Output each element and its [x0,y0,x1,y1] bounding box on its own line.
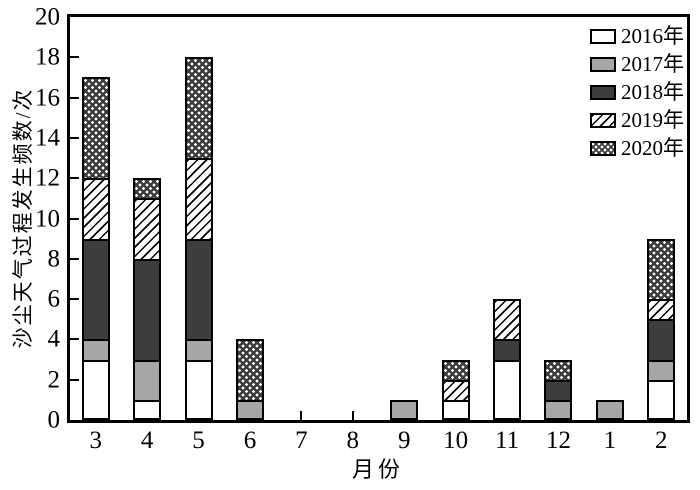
bar-month-5-2020年 [184,57,213,161]
x-tick-label-9: 9 [397,427,411,454]
plot-area [67,14,690,423]
bar-month-4-2016年 [133,399,162,420]
bar-month-12-2018年 [544,379,573,402]
x-tick-label-6: 6 [243,427,257,454]
bar-month-2-2017年 [647,359,676,382]
bar-month-11-2019年 [493,299,522,342]
bar-month-10-2020年 [441,359,470,382]
bar-month-4-2017年 [133,359,162,402]
bar-month-3-2019年 [81,178,110,241]
bar-month-12-2020年 [544,359,573,382]
bar-month-2-2020年 [647,238,676,302]
legend-swatch-2019年 [590,112,616,128]
bar-month-2-2018年 [647,319,676,362]
x-tick-label-12: 12 [545,427,571,454]
y-tick-mark [70,298,79,301]
y-tick-label-6: 6 [47,285,61,313]
y-tick-mark [70,217,79,220]
x-tick-mark [351,411,354,420]
y-tick-mark [70,56,79,59]
legend: 2016年 2017年 2018年 2019年 2020年 [590,22,684,162]
legend-entry-2020年: 2020年 [590,134,684,162]
x-axis-label: 月份 [351,457,405,482]
y-tick-label-20: 20 [35,3,60,31]
y-tick-label-0: 0 [47,406,61,434]
y-tick-label-4: 4 [47,325,61,353]
x-tick-label-2: 2 [655,427,668,454]
y-tick-mark [70,257,79,260]
x-tick-label-7: 7 [295,427,308,454]
legend-swatch-2018年 [590,84,616,100]
legend-entry-2017年: 2017年 [590,50,684,78]
y-tick-label-8: 8 [47,245,61,273]
bar-month-11-2018年 [493,339,522,362]
bar-month-3-2018年 [81,238,110,342]
legend-entry-2016年: 2016年 [590,22,684,50]
y-tick-label-18: 18 [35,43,60,71]
y-tick-label-16: 16 [35,84,60,112]
y-tick-label-10: 10 [35,205,60,232]
legend-label-2019年: 2019年 [621,107,684,132]
bar-month-12-2017年 [544,399,573,420]
y-tick-mark [70,136,79,139]
bar-month-5-2018年 [184,238,213,342]
legend-swatch-2016年 [590,28,616,44]
bar-month-3-2016年 [81,359,110,420]
x-tick-label-8: 8 [346,427,360,454]
y-tick-mark [70,177,79,180]
bar-month-1-2017年 [595,399,624,420]
x-tick-label-1: 1 [603,427,617,454]
bar-month-4-2018年 [133,258,162,362]
bar-month-2-2019年 [647,299,676,322]
legend-label-2020年: 2020年 [621,135,684,160]
bar-month-5-2019年 [184,158,213,241]
bar-month-9-2017年 [390,399,419,420]
bar-month-5-2016年 [184,359,213,420]
legend-label-2017年: 2017年 [621,51,684,76]
x-tick-label-5: 5 [192,427,205,454]
bar-month-10-2016年 [441,399,470,420]
bar-month-6-2020年 [235,339,264,402]
y-tick-mark [70,378,79,381]
legend-entry-2019年: 2019年 [590,106,684,134]
bar-month-5-2017年 [184,339,213,362]
y-tick-label-2: 2 [47,366,61,394]
x-tick-label-10: 10 [443,427,469,454]
bar-month-3-2020年 [81,77,110,181]
legend-label-2018年: 2018年 [621,79,684,104]
bar-month-2-2016年 [647,379,676,420]
legend-label-2016年: 2016年 [621,23,684,48]
y-tick-label-14: 14 [35,124,60,152]
bar-month-3-2017年 [81,339,110,362]
bar-month-4-2019年 [133,198,162,261]
x-tick-label-4: 4 [140,427,154,454]
legend-swatch-2020年 [590,140,616,156]
x-tick-label-3: 3 [89,427,102,454]
x-tick-mark [300,411,303,420]
legend-entry-2018年: 2018年 [590,78,684,106]
bar-month-11-2016年 [493,359,522,420]
bar-month-6-2017年 [235,399,264,420]
bar-month-4-2020年 [133,178,162,201]
y-tick-mark [70,96,79,99]
y-tick-label-12: 12 [35,164,60,192]
x-tick-label-11: 11 [494,427,520,454]
legend-swatch-2017年 [590,56,616,72]
y-tick-mark [70,338,79,341]
bar-month-10-2019年 [441,379,470,402]
